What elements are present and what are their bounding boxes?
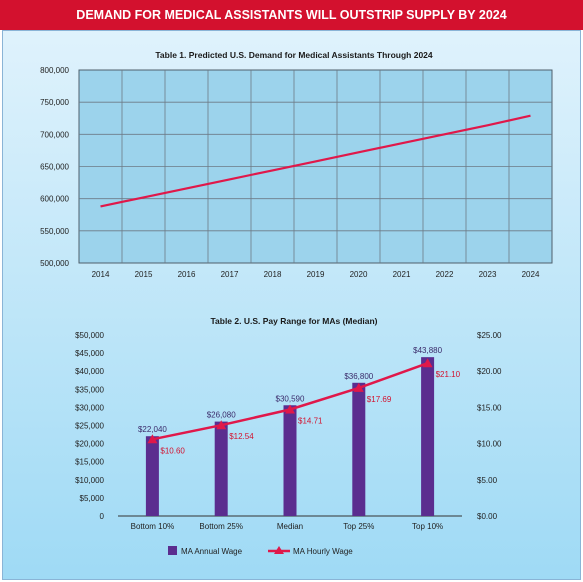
chart2-left-tick: $50,000 [75,331,104,340]
chart2-hourly-label: $21.10 [436,370,461,379]
legend-swatch-hourly-marker [274,546,284,554]
chart2-category: Bottom 10% [131,522,175,531]
chart2-hourly-marker [216,420,227,430]
chart2-bar-labels: $22,040 $26,080 $30,590 $36,800 $43,880 [138,346,443,434]
chart2-left-tick: $5,000 [80,494,105,503]
chart2-left-tick: $40,000 [75,367,104,376]
chart1-x-tick: 2022 [436,270,454,279]
chart2-right-tick: $0.00 [477,512,498,521]
chart1-y-tick: 800,000 [40,66,69,75]
chart2-bar-label: $26,080 [207,411,236,420]
chart2-hourly-marker [353,382,364,392]
chart1-x-tick: 2023 [479,270,497,279]
chart1-title: Table 1. Predicted U.S. Demand for Medic… [155,50,433,60]
chart1-x-tick-labels: 2014 2015 2016 2017 2018 2019 2020 2021 2022 2023… [92,270,540,279]
chart2-right-tick: $20.00 [477,367,502,376]
chart2-category: Bottom 25% [199,522,243,531]
chart2-hourly-labels: $10.60 $12.54 $14.71 $17.69 $21.10 [160,370,460,455]
chart2-bars [145,357,435,516]
chart2-category: Top 10% [412,522,443,531]
chart2-right-tick: $15.00 [477,403,502,412]
chart2-bar [214,421,228,516]
chart2-legend: MA Annual Wage MA Hourly Wage [168,546,353,556]
chart2-left-axis-labels: $50,000 $45,000 $40,000 $35,000 $30,000 $25,0… [75,331,104,521]
chart2-right-tick: $5.00 [477,476,498,485]
chart1-y-tick: 750,000 [40,98,69,107]
pay-range-chart: Table 2. U.S. Pay Range for MAs (Median)… [75,316,502,556]
chart2-category-labels: Bottom 10% Bottom 25% Median Top 25% Top 10% [131,522,444,531]
chart1-gridlines [79,70,552,263]
chart2-hourly-marker [422,358,433,368]
chart2-bar-label: $22,040 [138,425,167,434]
chart2-hourly-label: $10.60 [160,446,185,455]
chart1-x-tick: 2016 [178,270,196,279]
chart2-bar-label: $30,590 [276,394,305,403]
chart1-x-tick: 2020 [350,270,368,279]
legend-swatch-annual [168,546,177,555]
chart2-right-tick: $10.00 [477,440,502,449]
chart1-y-tick-labels: 800,000 750,000 700,000 650,000 600,000 550,0… [40,66,69,268]
chart1-x-tick: 2017 [221,270,239,279]
demand-line-chart: Table 1. Predicted U.S. Demand for Medic… [40,50,553,279]
chart2-bar-label: $43,880 [413,346,442,355]
chart2-left-tick: $20,000 [75,440,104,449]
chart2-bar [145,436,159,516]
chart2-title: Table 2. U.S. Pay Range for MAs (Median) [210,316,377,326]
chart2-hourly-label: $17.69 [367,395,392,404]
chart2-bar [421,357,435,516]
chart2-hourly-label: $14.71 [298,416,323,425]
chart2-hourly-markers [147,358,433,444]
chart1-y-tick: 700,000 [40,130,69,139]
chart1-demand-line [100,114,531,208]
chart1-y-tick: 550,000 [40,227,69,236]
chart1-y-tick: 600,000 [40,195,69,204]
chart2-hourly-label: $12.54 [229,432,254,441]
chart2-category: Top 25% [343,522,374,531]
chart2-bar [352,382,366,516]
chart2-left-tick: $15,000 [75,458,104,467]
chart1-x-tick: 2021 [393,270,411,279]
chart2-left-tick: $30,000 [75,403,104,412]
chart2-left-tick: $10,000 [75,476,104,485]
chart2-left-tick: 0 [100,512,105,521]
chart2-hourly-marker [147,434,158,444]
banner-title: DEMAND FOR MEDICAL ASSISTANTS WILL OUTST… [0,0,583,30]
legend-label-annual: MA Annual Wage [181,547,243,556]
chart2-bar [283,405,297,516]
chart2-right-tick: $25.00 [477,331,502,340]
chart2-hourly-marker [285,404,295,414]
chart2-right-axis-labels: $25.00 $20.00 $15.00 $10.00 $5.00 $0.00 [477,331,502,521]
chart1-x-tick: 2015 [135,270,153,279]
chart2-left-tick: $45,000 [75,349,104,358]
chart1-x-tick: 2024 [522,270,540,279]
chart2-left-tick: $35,000 [75,385,104,394]
legend-label-hourly: MA Hourly Wage [293,547,353,556]
chart1-y-tick: 650,000 [40,163,69,172]
chart2-bar-label: $36,800 [344,372,373,381]
chart2-category: Median [277,522,303,531]
chart1-y-tick: 500,000 [40,259,69,268]
chart2-left-tick: $25,000 [75,422,104,431]
chart1-x-tick: 2014 [92,270,110,279]
chart1-x-tick: 2018 [264,270,282,279]
chart1-x-tick: 2019 [307,270,325,279]
